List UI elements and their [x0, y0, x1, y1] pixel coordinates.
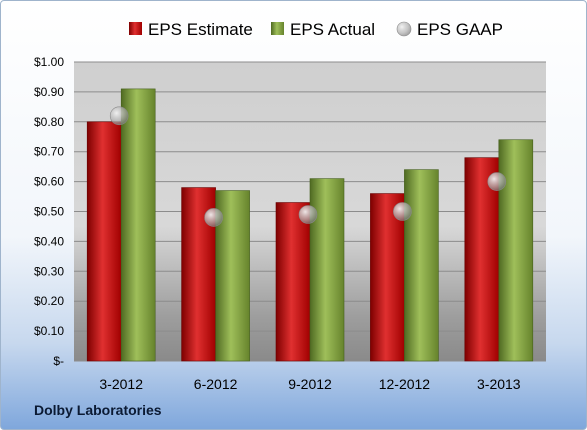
- eps-estimate-bar: [275, 202, 311, 362]
- legend-label: EPS Actual: [290, 20, 375, 39]
- eps-estimate-bar: [370, 193, 405, 362]
- gaap-markers: [109, 106, 507, 227]
- eps-gaap-marker: [109, 106, 129, 126]
- y-tick-label: $0.30: [34, 264, 64, 278]
- legend: EPS Estimate EPS Actual EPS GAAP: [129, 20, 503, 39]
- y-tick-label: $-: [53, 354, 64, 368]
- y-tick-label: $0.60: [34, 175, 64, 189]
- eps-gaap-marker: [298, 205, 318, 224]
- eps-actual-bar: [120, 88, 156, 362]
- eps-gaap-marker: [204, 208, 223, 227]
- legend-label: EPS GAAP: [417, 20, 503, 39]
- bars: [86, 88, 534, 362]
- y-tick-label: $0.50: [34, 205, 64, 219]
- legend-label: EPS Estimate: [148, 20, 253, 39]
- x-category-label: 9-2012: [288, 376, 332, 392]
- x-category-label: 3-2013: [477, 376, 521, 392]
- y-tick-label: $0.10: [34, 324, 64, 338]
- legend-estimate-swatch: [129, 22, 142, 35]
- eps-estimate-bar: [464, 157, 500, 362]
- eps-estimate-bar: [86, 121, 122, 362]
- x-category-label: 3-2012: [99, 376, 143, 392]
- y-tick-label: $0.70: [34, 145, 64, 159]
- legend-actual-swatch: [271, 22, 284, 35]
- y-tick-label: $0.80: [34, 115, 64, 129]
- y-tick-label: $1.00: [34, 55, 64, 69]
- eps-actual-bar: [309, 178, 345, 362]
- eps-gaap-marker: [487, 172, 507, 191]
- eps-actual-bar: [498, 139, 534, 362]
- eps-actual-bar: [404, 169, 439, 362]
- x-axis-ticks: 3-2012 6-2012 9-2012 12-2012 3-2013: [99, 376, 520, 392]
- legend-gaap-swatch: [396, 21, 412, 37]
- y-axis-ticks: $- $0.10 $0.20 $0.30 $0.40 $0.50 $0.60 $0.70 $0.…: [34, 55, 64, 368]
- company-name: Dolby Laboratories: [34, 402, 162, 418]
- y-tick-label: $0.90: [34, 85, 64, 99]
- eps-gaap-marker: [393, 202, 412, 221]
- x-category-label: 6-2012: [194, 376, 238, 392]
- x-category-label: 12-2012: [379, 376, 431, 392]
- y-tick-label: $0.40: [34, 234, 64, 248]
- y-tick-label: $0.20: [34, 294, 64, 308]
